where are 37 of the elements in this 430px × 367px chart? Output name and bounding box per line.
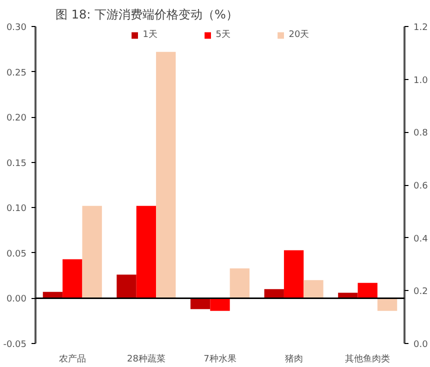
bar [230,268,250,298]
y2-tick-label: 0.8 [414,128,428,139]
bar [62,259,82,298]
y2-tick-label: 1.2 [414,23,428,33]
bar [304,280,324,298]
x-tick-label: 农产品 [58,354,86,364]
bar [190,298,210,310]
chart-title: 图 18: 下游消费端价格变动（%） [56,8,238,22]
legend-label: 20天 [288,29,310,41]
y2-tick-label: 0.6 [414,182,428,192]
bar [82,206,102,298]
y-tick-label: -0.05 [3,340,27,350]
y-tick-label: 0.15 [6,158,27,169]
bar [136,206,156,298]
bar [156,52,176,298]
bar [210,298,230,311]
y-tick-label: 0.00 [6,294,27,305]
y-tick-label: 0.10 [6,204,27,214]
legend-label: 1天 [142,29,158,41]
y-tick-label: 0.20 [6,114,27,124]
x-tick-label: 7种水果 [204,354,236,364]
x-tick-label: 其他鱼肉类 [345,354,390,364]
y2-tick-label: 0.2 [414,287,428,298]
y2-tick-label: 0.0 [414,340,428,350]
bar [264,289,284,298]
y2-tick-label: 1.0 [414,76,428,86]
x-tick-label: 28种蔬菜 [126,354,166,364]
bar [116,274,136,298]
y-tick-label: 0.05 [6,249,27,260]
bar [284,250,304,298]
y2-tick-label: 0.4 [414,234,428,244]
bar [377,298,398,311]
bar [358,282,378,298]
x-tick-label: 猪肉 [284,354,303,364]
y-tick-label: 0.25 [6,68,27,78]
y-tick-label: 0.30 [6,23,27,33]
legend-label: 5天 [216,29,232,41]
